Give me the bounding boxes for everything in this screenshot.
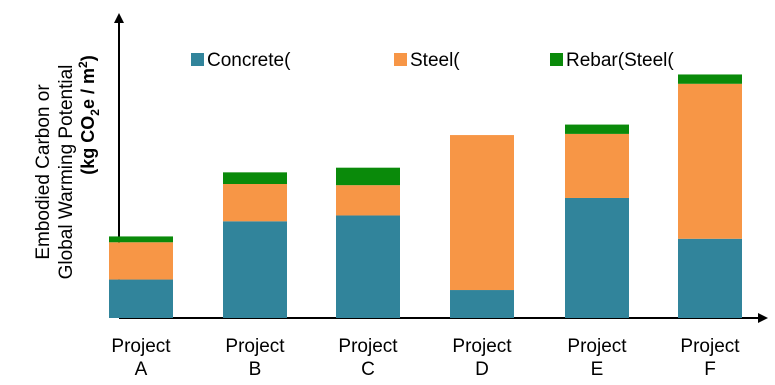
y-axis-title-line1: Embodied Carbon or (33, 84, 54, 260)
x-tick-label-2-0: Project (338, 336, 398, 357)
bar-steel-3 (450, 135, 514, 291)
legend: Concrete( Steel( Rebar(Steel( (191, 50, 674, 71)
bar-steel-2 (336, 185, 400, 216)
bar-steel-5 (678, 83, 742, 239)
legend-label-1: Steel( (410, 50, 460, 71)
legend-label-2: Rebar(Steel( (566, 50, 674, 71)
y-axis-units-sub: 2 (88, 109, 102, 116)
y-axis-units-end: ) (78, 55, 98, 61)
bar-rebar-4 (565, 124, 629, 134)
bar-rebar-2 (336, 167, 400, 186)
bar-concrete-4 (565, 197, 629, 318)
y-axis-units-mid: e / m (78, 68, 98, 109)
legend-swatch-1 (394, 53, 407, 66)
x-tick-labels: ProjectAProjectBProjectCProjectDProjectE… (111, 336, 740, 380)
bar-concrete-5 (678, 238, 742, 318)
y-axis-title-3: (kg CO2e / m2) (76, 55, 102, 174)
x-tick-label-5-0: Project (680, 336, 740, 357)
y-axis-units: (kg CO2e / m2) (76, 55, 102, 174)
bars (109, 74, 742, 318)
bar-concrete-0 (109, 279, 173, 318)
y-axis-units-main: (kg CO (78, 116, 98, 175)
bar-steel-1 (223, 184, 287, 222)
x-tick-label-5-1: F (704, 359, 716, 380)
x-tick-label-0-1: A (135, 359, 148, 380)
x-tick-label-1-0: Project (225, 336, 285, 357)
bar-concrete-1 (223, 221, 287, 318)
y-axis-title: Embodied Carbon or (33, 84, 54, 260)
x-tick-label-0-0: Project (111, 336, 171, 357)
x-tick-label-1-1: B (249, 359, 262, 380)
x-tick-label-4-1: E (591, 359, 604, 380)
y-axis-title-2: Global Warming Potential (56, 65, 77, 280)
bar-rebar-0 (109, 236, 173, 243)
legend-swatch-2 (550, 53, 563, 66)
bar-rebar-1 (223, 172, 287, 184)
x-tick-label-4-0: Project (567, 336, 627, 357)
x-tick-label-3-0: Project (452, 336, 512, 357)
legend-label-0: Concrete( (207, 50, 291, 71)
y-axis-units-sup: 2 (76, 61, 90, 68)
bar-steel-4 (565, 133, 629, 198)
bar-steel-0 (109, 242, 173, 280)
bar-concrete-3 (450, 290, 514, 318)
x-tick-label-2-1: C (361, 359, 375, 380)
bar-rebar-5 (678, 74, 742, 84)
y-axis-title-line2: Global Warming Potential (56, 65, 77, 280)
x-tick-label-3-1: D (475, 359, 489, 380)
legend-swatch-0 (191, 53, 204, 66)
bar-concrete-2 (336, 215, 400, 318)
